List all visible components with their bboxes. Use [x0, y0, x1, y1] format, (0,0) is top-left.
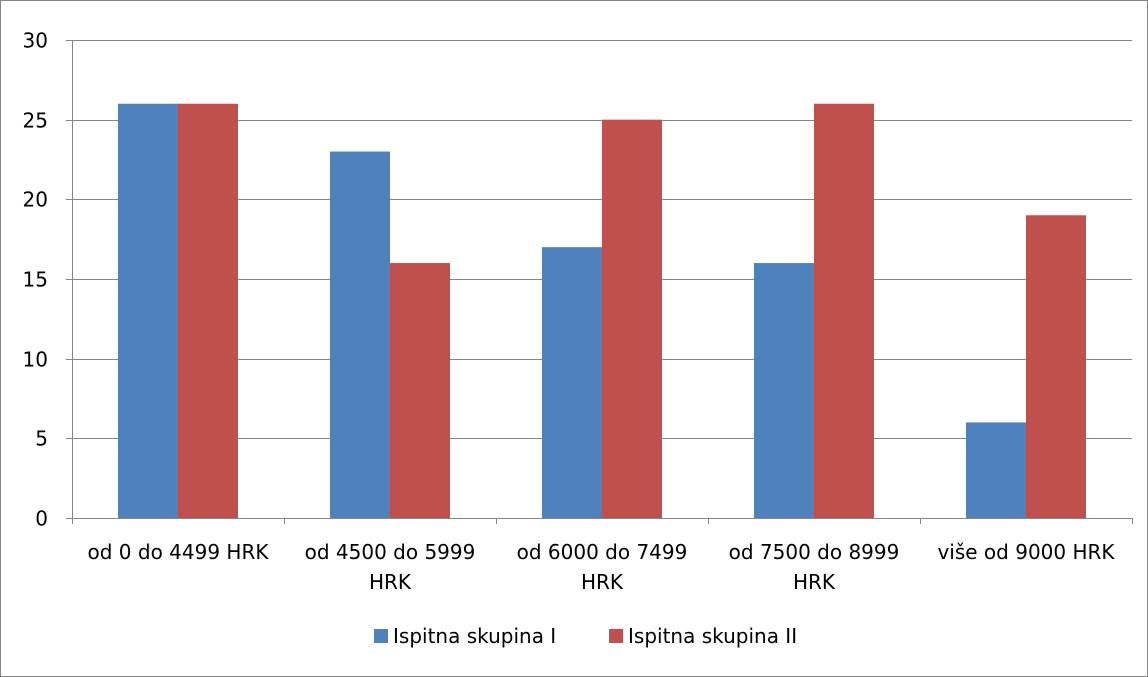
bar-series-1: [542, 247, 602, 518]
y-tick-label: 20: [23, 188, 48, 212]
legend-label: Ispitna skupina I: [393, 624, 556, 648]
x-category-label: od 0 do 4499 HRK: [88, 540, 270, 564]
y-tick-label: 30: [23, 29, 48, 53]
legend: Ispitna skupina I Ispitna skupina II: [374, 624, 797, 648]
y-tick-label: 5: [35, 427, 48, 451]
bar-series-1: [330, 151, 390, 519]
legend-swatch: [374, 629, 388, 643]
bar-series-2: [602, 119, 662, 519]
bar-series-1: [966, 422, 1026, 518]
y-tick-label: 25: [23, 109, 48, 133]
y-tick-label: 15: [23, 268, 48, 292]
bar-series-2: [390, 263, 450, 518]
x-category-label: od 4500 do 5999: [305, 540, 476, 564]
x-category-label: od 7500 do 8999: [729, 540, 900, 564]
bar-series-1: [118, 103, 178, 518]
bar-series-2: [178, 103, 238, 518]
x-category-label: HRK: [369, 570, 412, 594]
x-category-label: više od 9000 HRK: [937, 540, 1115, 564]
bar-series-2: [814, 103, 874, 518]
legend-label: Ispitna skupina II: [628, 624, 797, 648]
x-category-label: HRK: [581, 570, 624, 594]
x-axis-category-labels: od 0 do 4499 HRK od 4500 do 5999 HRK od 600…: [88, 540, 1116, 594]
axes: [66, 40, 1133, 524]
x-category-label: HRK: [793, 570, 836, 594]
y-tick-label: 10: [23, 348, 48, 372]
bar-series-1: [754, 263, 814, 518]
bar-series-2: [1026, 215, 1086, 518]
y-tick-label: 0: [35, 507, 48, 531]
legend-swatch: [609, 629, 623, 643]
y-axis-tick-labels: 0 5 10 15 20 25 30: [23, 29, 48, 531]
bars: [118, 103, 1086, 519]
x-category-label: od 6000 do 7499: [517, 540, 688, 564]
